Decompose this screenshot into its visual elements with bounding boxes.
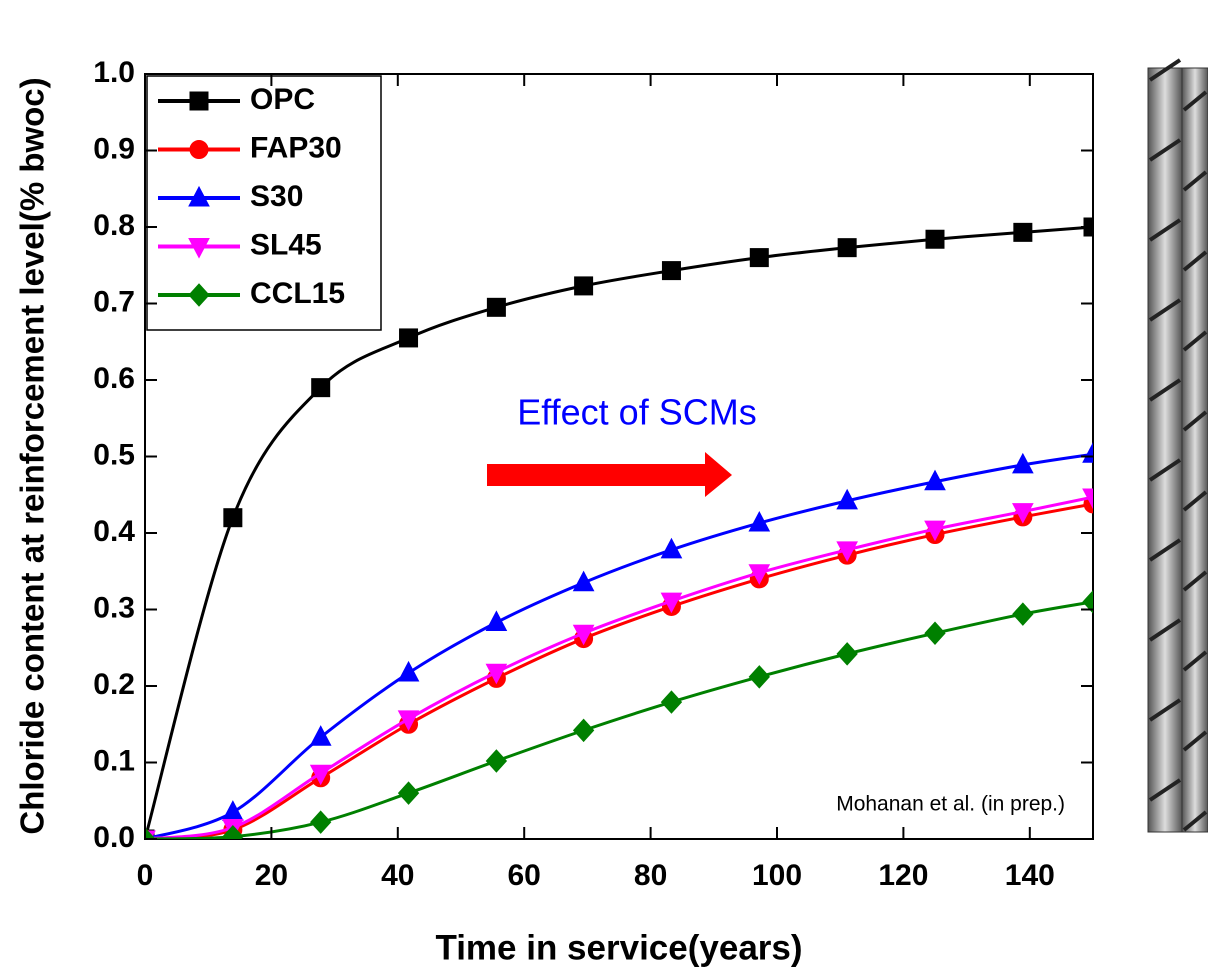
- marker: [1082, 590, 1093, 614]
- legend-box: [146, 75, 382, 331]
- marker: [925, 229, 945, 249]
- marker: [485, 749, 508, 773]
- marker: [397, 710, 420, 731]
- y-tick-label: 0.0: [93, 821, 135, 854]
- marker: [572, 570, 595, 592]
- y-axis-title: Chloride content at reinforcement level(…: [14, 77, 51, 834]
- y-tick-label: 1.0: [93, 56, 135, 89]
- x-tick-label: 60: [508, 859, 541, 892]
- x-tick-label: 40: [381, 859, 414, 892]
- marker: [924, 520, 946, 542]
- annotation: Effect of SCMs: [517, 392, 756, 433]
- marker: [1082, 488, 1093, 510]
- marker: [486, 297, 506, 317]
- marker: [222, 824, 244, 839]
- marker: [749, 248, 769, 268]
- y-tick-label: 0.8: [93, 209, 135, 242]
- marker: [572, 624, 595, 646]
- marker: [145, 827, 156, 839]
- legend-label: S30: [250, 180, 303, 213]
- series-line: [145, 502, 1093, 839]
- arrow: [487, 452, 732, 497]
- marker: [660, 592, 683, 614]
- marker: [661, 261, 681, 281]
- y-tick-label: 0.2: [93, 668, 135, 701]
- x-tick-label: 20: [255, 859, 288, 892]
- marker: [1012, 452, 1034, 474]
- marker: [748, 665, 770, 689]
- x-axis-title: Time in service(years): [435, 928, 802, 967]
- x-tick-label: 140: [1005, 859, 1055, 892]
- marker: [397, 781, 420, 805]
- marker: [660, 690, 683, 714]
- x-tick-label: 120: [878, 859, 928, 892]
- marker: [748, 564, 771, 585]
- marker: [924, 621, 946, 645]
- y-tick-label: 0.6: [93, 362, 135, 395]
- x-tick-label: 80: [634, 859, 667, 892]
- series-line: [145, 495, 1093, 839]
- marker: [1012, 503, 1034, 524]
- y-tick-label: 0.3: [93, 591, 135, 624]
- marker: [1082, 442, 1093, 463]
- marker: [222, 800, 244, 821]
- marker: [310, 810, 332, 834]
- marker: [837, 238, 857, 258]
- marker: [309, 764, 332, 786]
- marker: [836, 541, 858, 562]
- marker: [574, 276, 594, 296]
- y-tick-label: 0.5: [93, 438, 135, 471]
- marker: [572, 718, 595, 743]
- y-tick-label: 0.7: [93, 285, 135, 318]
- marker: [397, 660, 420, 682]
- marker: [223, 508, 243, 528]
- marker: [660, 537, 683, 559]
- marker: [1012, 602, 1034, 626]
- marker: [188, 185, 210, 207]
- y-tick-label: 0.9: [93, 132, 135, 165]
- legend-label: FAP30: [250, 131, 342, 164]
- marker: [189, 140, 209, 159]
- x-tick-label: 100: [752, 859, 802, 892]
- x-tick-label: 0: [137, 859, 154, 892]
- marker: [311, 378, 331, 398]
- marker: [485, 663, 508, 685]
- marker: [188, 283, 210, 307]
- marker: [189, 91, 209, 111]
- marker: [399, 328, 419, 348]
- annotation: Mohanan et al. (in prep.): [836, 793, 1065, 816]
- marker: [1013, 222, 1033, 242]
- y-tick-label: 0.4: [93, 515, 135, 548]
- marker: [309, 725, 332, 746]
- marker: [924, 469, 946, 491]
- y-tick-label: 0.1: [93, 744, 135, 777]
- rebar-illustration: [1147, 58, 1208, 833]
- marker: [188, 238, 210, 259]
- plot-area: [145, 217, 1093, 839]
- legend-label: SL45: [250, 228, 322, 261]
- legend: OPC FAP30 S30 SL45 CCL15: [146, 75, 382, 331]
- legend-label: OPC: [250, 83, 315, 116]
- legend-label: CCL15: [250, 277, 345, 310]
- marker: [836, 488, 858, 510]
- series-line: [145, 452, 1093, 839]
- marker: [836, 642, 858, 666]
- marker: [485, 610, 508, 632]
- marker: [748, 510, 771, 532]
